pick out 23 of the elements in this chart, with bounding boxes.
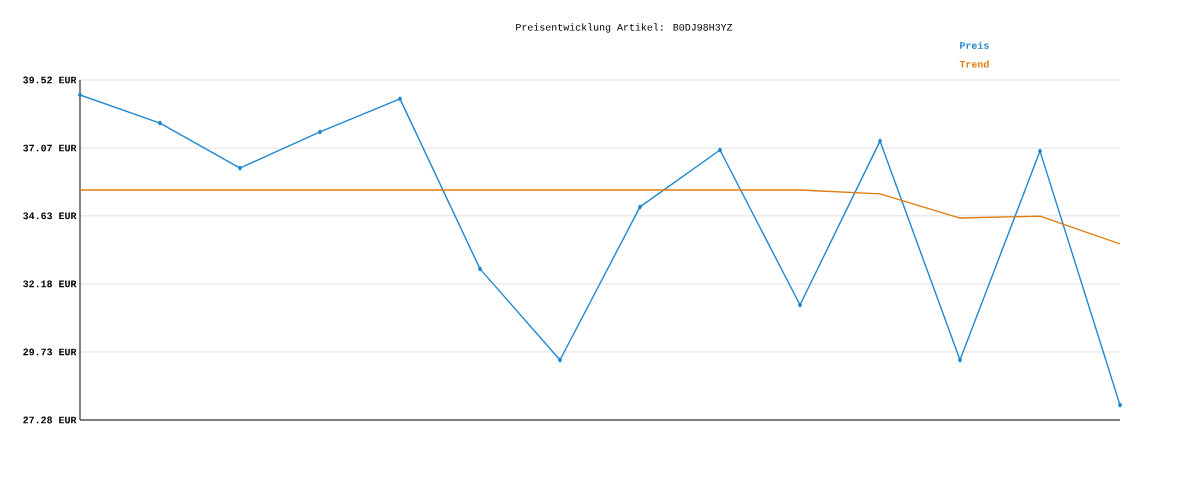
text: Trend [959, 60, 989, 68]
y-tick-label: 32.18 EUR [23, 280, 77, 288]
point [957, 357, 963, 363]
point [1117, 402, 1123, 408]
point [397, 96, 403, 102]
y-tick-label: 39.52 EUR [23, 76, 77, 84]
point [1037, 148, 1043, 154]
point [557, 357, 563, 363]
point [317, 129, 323, 135]
point [477, 266, 483, 272]
point [717, 147, 723, 153]
point [637, 204, 643, 210]
chart-title: Preisentwicklung Artikel: B0DJ98H3YZ [516, 23, 733, 33]
y-tick-label: 27.28 EUR [23, 416, 77, 424]
point [157, 120, 163, 126]
point [237, 165, 243, 171]
point [797, 302, 803, 308]
y-tick-label: 29.73 EUR [23, 348, 77, 356]
text: Preis [960, 41, 989, 49]
y-tick-label: 34.63 EUR [23, 212, 77, 220]
y-tick-label: 37.07 EUR [23, 144, 77, 152]
point [877, 138, 883, 144]
point [77, 92, 83, 98]
